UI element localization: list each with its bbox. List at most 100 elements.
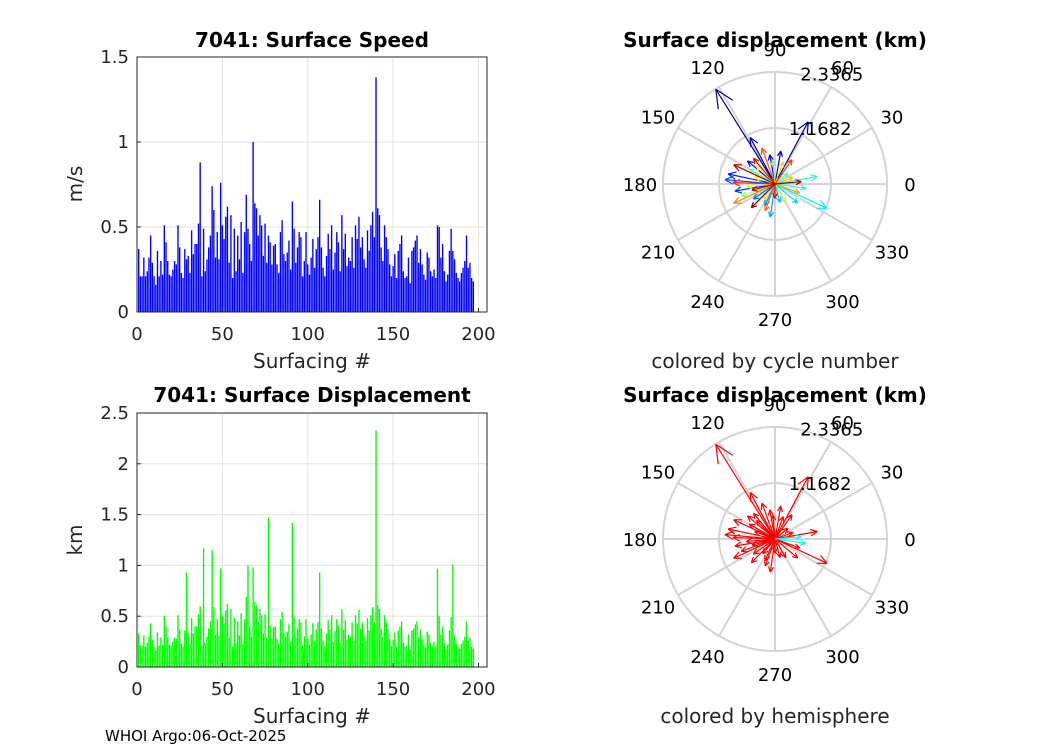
bar xyxy=(230,609,232,667)
bar xyxy=(170,276,172,312)
displacement-arrow xyxy=(774,176,794,185)
arrow-head xyxy=(794,197,799,204)
bar xyxy=(235,271,237,312)
arrow-head xyxy=(755,165,759,172)
bar xyxy=(431,645,434,667)
displacement-arrow xyxy=(774,121,809,185)
arrow-head xyxy=(746,185,753,190)
bar xyxy=(317,622,319,667)
arrow-head xyxy=(746,515,751,523)
bar xyxy=(428,634,430,667)
bar xyxy=(293,617,295,667)
bar xyxy=(156,632,159,667)
bar xyxy=(436,225,439,312)
bar xyxy=(228,262,230,312)
bar xyxy=(192,633,195,667)
displacement-arrow xyxy=(774,538,799,559)
bar xyxy=(412,628,415,667)
bar xyxy=(356,238,358,312)
arrow-head xyxy=(749,523,756,526)
bar xyxy=(259,215,261,312)
bar xyxy=(250,261,253,312)
bar xyxy=(330,225,333,312)
bar xyxy=(225,610,227,667)
arrow-head xyxy=(724,534,733,540)
displacement-arrow xyxy=(771,539,779,554)
bar xyxy=(165,626,167,667)
bar xyxy=(329,249,331,312)
displacement-arrow xyxy=(770,159,777,185)
bar xyxy=(431,276,434,312)
arrow-head xyxy=(797,121,809,130)
bar xyxy=(397,630,399,667)
bar xyxy=(419,249,422,312)
displacement-arrow xyxy=(750,183,776,209)
bar xyxy=(266,262,268,312)
spoke-line xyxy=(677,183,776,241)
bar xyxy=(211,186,213,312)
x-tick-label: 0 xyxy=(131,324,142,345)
bar xyxy=(231,646,234,667)
y-tick-label: 0 xyxy=(118,302,129,323)
arrow-head xyxy=(733,551,740,559)
bar xyxy=(172,641,174,667)
bar xyxy=(455,272,457,312)
bar xyxy=(470,278,473,312)
arrow-head xyxy=(734,186,742,192)
bar xyxy=(274,244,276,312)
bar xyxy=(185,259,188,312)
arrow-head xyxy=(793,192,800,195)
bar xyxy=(453,635,456,667)
bar xyxy=(303,636,305,667)
plot-area xyxy=(137,413,487,667)
displacement-arrow xyxy=(752,538,776,555)
arrow-shaft xyxy=(752,157,776,185)
bar xyxy=(342,629,345,667)
bar xyxy=(334,252,336,312)
bar xyxy=(276,638,278,667)
bar xyxy=(298,232,300,312)
arrow-shaft xyxy=(774,121,809,185)
x-tick-label: 150 xyxy=(376,679,410,700)
bar xyxy=(206,259,208,312)
spoke-line xyxy=(774,441,832,540)
displacement-arrow xyxy=(774,538,828,564)
arrow-head xyxy=(788,176,794,183)
bar xyxy=(407,257,410,312)
angle-label: 180 xyxy=(623,175,657,196)
bar xyxy=(325,255,328,312)
arrow-shaft xyxy=(774,516,784,540)
bar xyxy=(189,643,191,667)
bar xyxy=(143,257,145,312)
arrow-head xyxy=(751,544,758,547)
arrow-shaft xyxy=(774,538,801,549)
bar xyxy=(395,646,398,667)
bar xyxy=(406,645,408,667)
arrow-head xyxy=(768,566,771,573)
bar xyxy=(429,642,432,667)
bar xyxy=(221,615,224,667)
bar xyxy=(353,267,355,312)
bar xyxy=(153,646,155,667)
bar xyxy=(233,617,235,667)
bar xyxy=(214,634,217,667)
bar xyxy=(293,228,295,312)
arrow-head xyxy=(772,159,777,166)
arrow-series xyxy=(715,443,828,573)
bar xyxy=(332,269,335,312)
bar xyxy=(216,232,218,312)
bar xyxy=(250,636,253,667)
bar xyxy=(208,247,210,312)
bar xyxy=(194,626,196,667)
bar xyxy=(400,235,403,312)
displacement-arrow xyxy=(774,538,787,559)
bar xyxy=(380,247,382,312)
bar xyxy=(320,247,323,312)
angle-label: 180 xyxy=(623,530,657,551)
arrow-head xyxy=(764,559,766,567)
angle-label: 120 xyxy=(690,413,724,434)
x-tick-label: 50 xyxy=(211,679,234,700)
x-tick-label: 0 xyxy=(131,679,142,700)
displacement-arrow xyxy=(774,516,785,540)
bar xyxy=(336,619,338,667)
